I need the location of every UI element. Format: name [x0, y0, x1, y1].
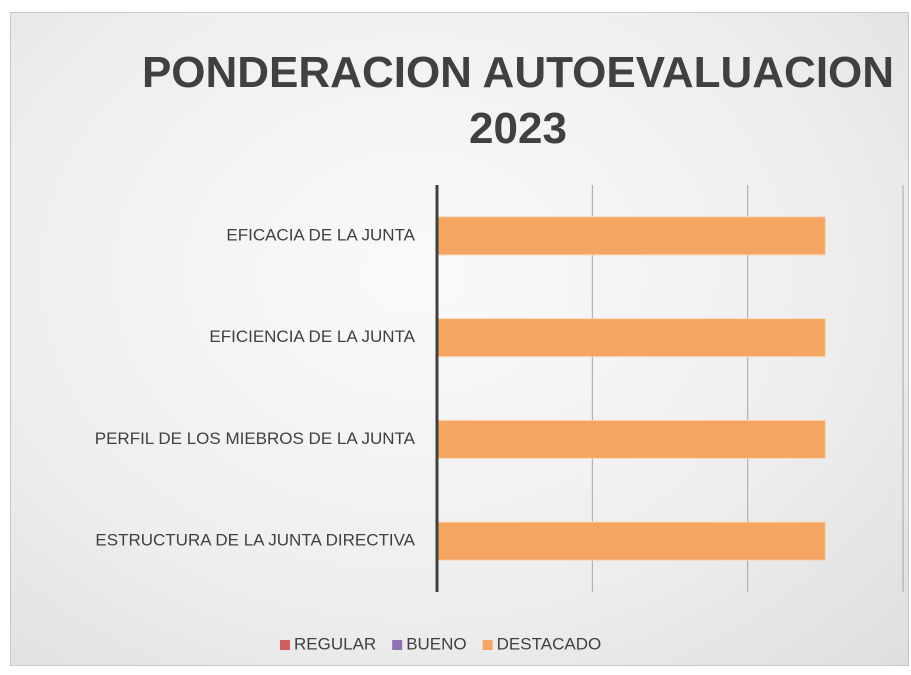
legend-swatch	[392, 640, 403, 650]
legend-label: BUENO	[406, 634, 466, 653]
bar	[436, 318, 826, 358]
legend-swatch	[482, 640, 493, 650]
legend-label: DESTACADO	[497, 634, 602, 653]
chart-title: PONDERACION AUTOEVALUACION 2023	[141, 48, 895, 153]
legend-swatch	[280, 640, 290, 650]
bar	[436, 521, 826, 561]
y-tick-label: PERFIL DE LOS MIEBROS DE LA JUNTA	[95, 429, 416, 448]
y-tick-label: ESTRUCTURA DE LA JUNTA DIRECTIVA	[95, 531, 415, 550]
bar	[436, 216, 826, 256]
legend-label: REGULAR	[294, 634, 376, 653]
y-tick-label: EFICIENCIA DE LA JUNTA	[209, 327, 415, 346]
bar	[436, 419, 826, 459]
y-tick-label: EFICACIA DE LA JUNTA	[226, 225, 415, 244]
